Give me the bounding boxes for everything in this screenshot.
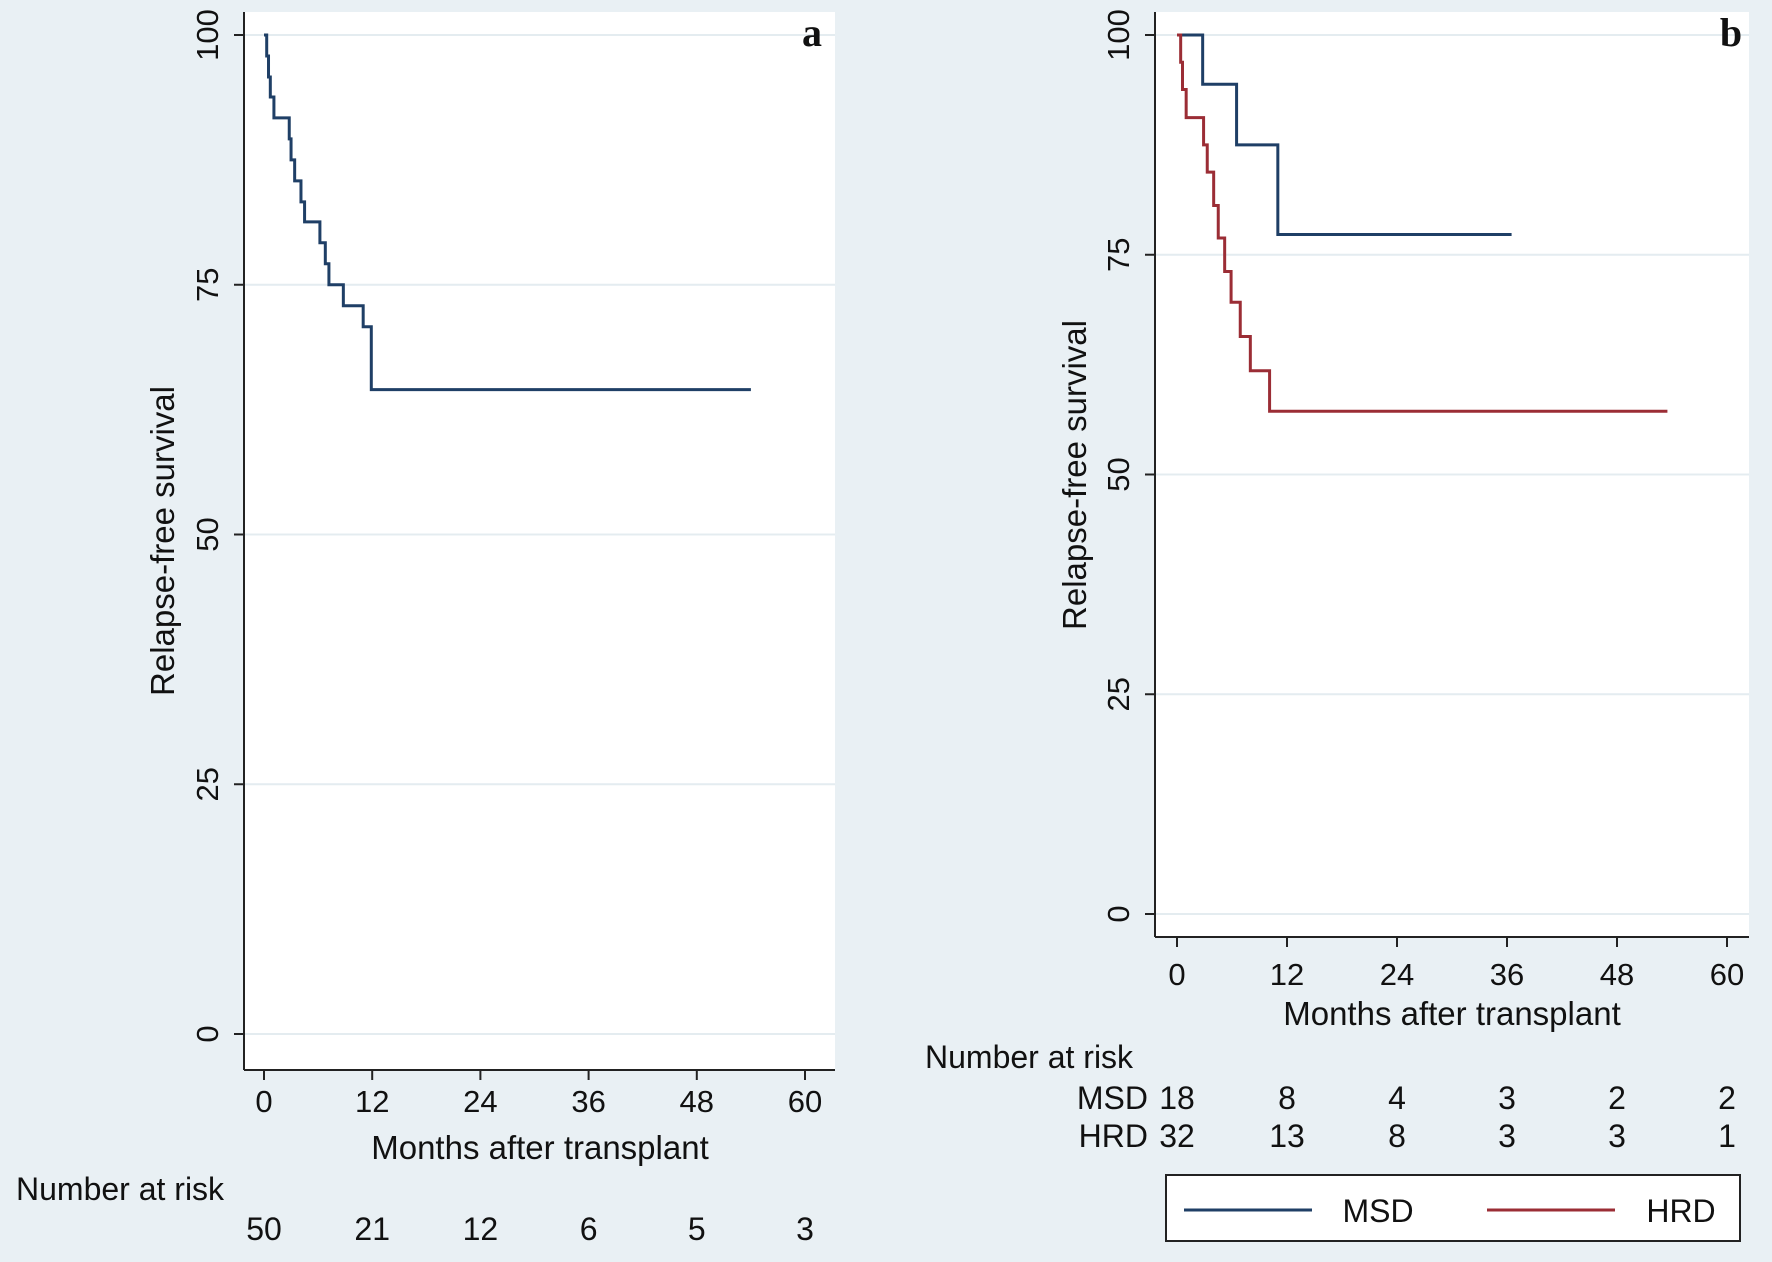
x-tick-label-48: 48 — [680, 1084, 714, 1119]
legend-label-msd: MSD — [1342, 1193, 1413, 1229]
y-tick-label-50: 50 — [1101, 457, 1136, 491]
y-tick-label-25: 25 — [1101, 677, 1136, 711]
risk-count: 4 — [1388, 1080, 1406, 1116]
x-tick-label-0: 0 — [1168, 957, 1185, 992]
survival-curve-msd — [1177, 33, 1512, 237]
x-tick-label-48: 48 — [1600, 957, 1634, 992]
risk-count: 8 — [1278, 1080, 1296, 1116]
series-a — [264, 33, 751, 392]
y-ticks-b: 0 25 50 75 100 — [1101, 9, 1155, 923]
y-tick-label-0: 0 — [190, 1025, 225, 1042]
series-b — [1177, 33, 1668, 413]
y-tick-label-25: 25 — [190, 767, 225, 801]
legend-box — [1165, 1174, 1741, 1242]
x-ticks-a: 0 12 24 36 48 60 — [255, 1070, 822, 1119]
x-tick-label-60: 60 — [1710, 957, 1744, 992]
x-tick-label-36: 36 — [1490, 957, 1524, 992]
risk-count: 18 — [1159, 1080, 1195, 1116]
y-ticks-a: 0 25 50 75 100 — [190, 9, 244, 1043]
x-ticks-b: 0 12 24 36 48 60 — [1168, 937, 1744, 992]
risk-count: 32 — [1159, 1118, 1195, 1154]
y-axis-title-a: Relapse-free survival — [144, 386, 181, 696]
y-tick-label-75: 75 — [190, 268, 225, 302]
y-tick-label-100: 100 — [190, 9, 225, 61]
x-tick-label-24: 24 — [463, 1084, 497, 1119]
risk-count: 1 — [1718, 1118, 1736, 1154]
risk-count: 13 — [1269, 1118, 1305, 1154]
risk-table-a: 50 21 12 6 5 3 — [246, 1211, 814, 1247]
risk-count: 12 — [463, 1211, 499, 1247]
risk-row-label-msd: MSD — [1077, 1080, 1148, 1116]
x-tick-label-60: 60 — [788, 1084, 822, 1119]
panel-letter-b: b — [1720, 10, 1742, 55]
y-tick-label-100: 100 — [1101, 9, 1136, 61]
legend-b: MSD HRD — [1165, 1174, 1741, 1242]
risk-count: 3 — [1498, 1080, 1516, 1116]
y-tick-label-0: 0 — [1101, 905, 1136, 922]
y-axis-title-b: Relapse-free survival — [1056, 320, 1093, 630]
risk-row-label-hrd: HRD — [1079, 1118, 1148, 1154]
survival-curve-hrd — [1177, 33, 1668, 413]
y-tick-label-50: 50 — [190, 517, 225, 551]
y-tick-label-75: 75 — [1101, 238, 1136, 272]
risk-count: 6 — [580, 1211, 598, 1247]
risk-count: 2 — [1608, 1080, 1626, 1116]
risk-count: 21 — [354, 1211, 390, 1247]
gridlines-b — [1155, 34, 1749, 915]
risk-count: 3 — [1608, 1118, 1626, 1154]
x-tick-label-0: 0 — [255, 1084, 272, 1119]
x-tick-label-36: 36 — [571, 1084, 605, 1119]
risk-count: 3 — [796, 1211, 814, 1247]
x-tick-label-24: 24 — [1380, 957, 1414, 992]
x-axis-title-a: Months after transplant — [371, 1129, 709, 1166]
risk-count: 3 — [1498, 1118, 1516, 1154]
risk-count: 2 — [1718, 1080, 1736, 1116]
risk-table-title-b: Number at risk — [925, 1039, 1134, 1075]
risk-count: 5 — [688, 1211, 706, 1247]
x-tick-label-12: 12 — [1270, 957, 1304, 992]
x-axis-title-b: Months after transplant — [1283, 995, 1621, 1032]
x-tick-label-12: 12 — [355, 1084, 389, 1119]
risk-table-title-a: Number at risk — [16, 1171, 225, 1207]
plot-area-a — [244, 12, 835, 1070]
risk-count: 8 — [1388, 1118, 1406, 1154]
risk-count: 50 — [246, 1211, 282, 1247]
survival-curve-series-0 — [264, 33, 751, 392]
panel-letter-a: a — [802, 10, 822, 55]
legend-label-hrd: HRD — [1646, 1193, 1715, 1229]
